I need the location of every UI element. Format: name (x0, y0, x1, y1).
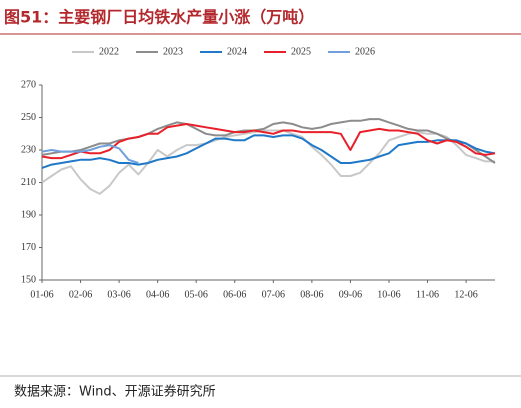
x-tick-label: 10-06 (377, 289, 400, 300)
series-line (41, 134, 496, 169)
legend-label: 2026 (355, 46, 375, 57)
y-tick-label: 250 (21, 112, 36, 123)
y-tick-label: 150 (21, 274, 36, 285)
y-tick-label: 210 (21, 177, 36, 188)
y-tick-label: 270 (21, 79, 36, 90)
series-line (41, 123, 496, 160)
x-tick-label: 08-06 (300, 289, 323, 300)
x-tick-label: 03-06 (107, 289, 130, 300)
y-tick-label: 230 (21, 144, 36, 155)
x-tick-label: 12-06 (454, 289, 477, 300)
series-line (41, 118, 496, 164)
legend-label: 2024 (227, 46, 247, 57)
y-tick-label: 190 (21, 209, 36, 220)
legend-label: 2023 (163, 46, 183, 57)
legend-label: 2025 (291, 46, 311, 57)
x-tick-label: 04-06 (146, 289, 169, 300)
legend-label: 2022 (99, 46, 119, 57)
series-line (41, 144, 139, 164)
x-tick-label: 07-06 (262, 289, 285, 300)
chart-title: 图51：主要钢厂日均铁水产量小涨（万吨） (4, 8, 314, 27)
x-tick-label: 05-06 (185, 289, 208, 300)
source-note: 数据来源：Wind、开源证券研究所 (14, 384, 216, 400)
y-tick-label: 170 (21, 242, 36, 253)
x-tick-label: 09-06 (339, 289, 362, 300)
x-tick-label: 02-06 (69, 289, 92, 300)
series-line (41, 129, 495, 195)
x-tick-label: 01-06 (30, 289, 53, 300)
x-tick-label: 11-06 (416, 289, 439, 300)
x-tick-label: 06-06 (223, 289, 246, 300)
